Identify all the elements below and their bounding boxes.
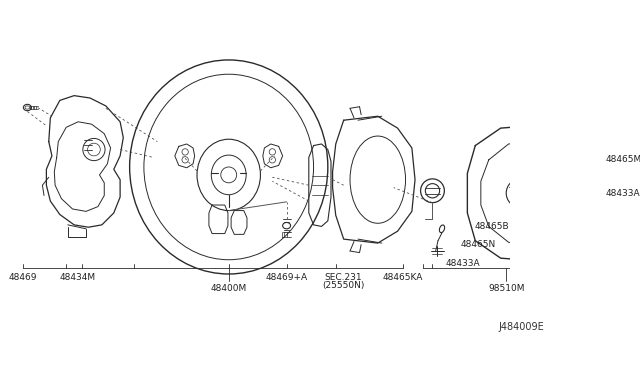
- Text: 48469+A: 48469+A: [266, 273, 308, 282]
- Text: 48465KA: 48465KA: [383, 273, 423, 282]
- Text: 48465N: 48465N: [461, 240, 496, 249]
- Text: 48465B: 48465B: [474, 222, 509, 231]
- Text: 48433A: 48433A: [445, 259, 480, 268]
- Text: J484009E: J484009E: [499, 323, 544, 332]
- Text: SEC.231: SEC.231: [325, 273, 362, 282]
- Text: 48469: 48469: [8, 273, 37, 282]
- Text: (25550N): (25550N): [323, 281, 365, 290]
- Text: 48433A: 48433A: [605, 189, 640, 198]
- Text: 48465M: 48465M: [605, 154, 640, 164]
- Text: 48400M: 48400M: [211, 284, 247, 293]
- Text: 48434M: 48434M: [60, 273, 96, 282]
- Text: 98510M: 98510M: [488, 284, 524, 293]
